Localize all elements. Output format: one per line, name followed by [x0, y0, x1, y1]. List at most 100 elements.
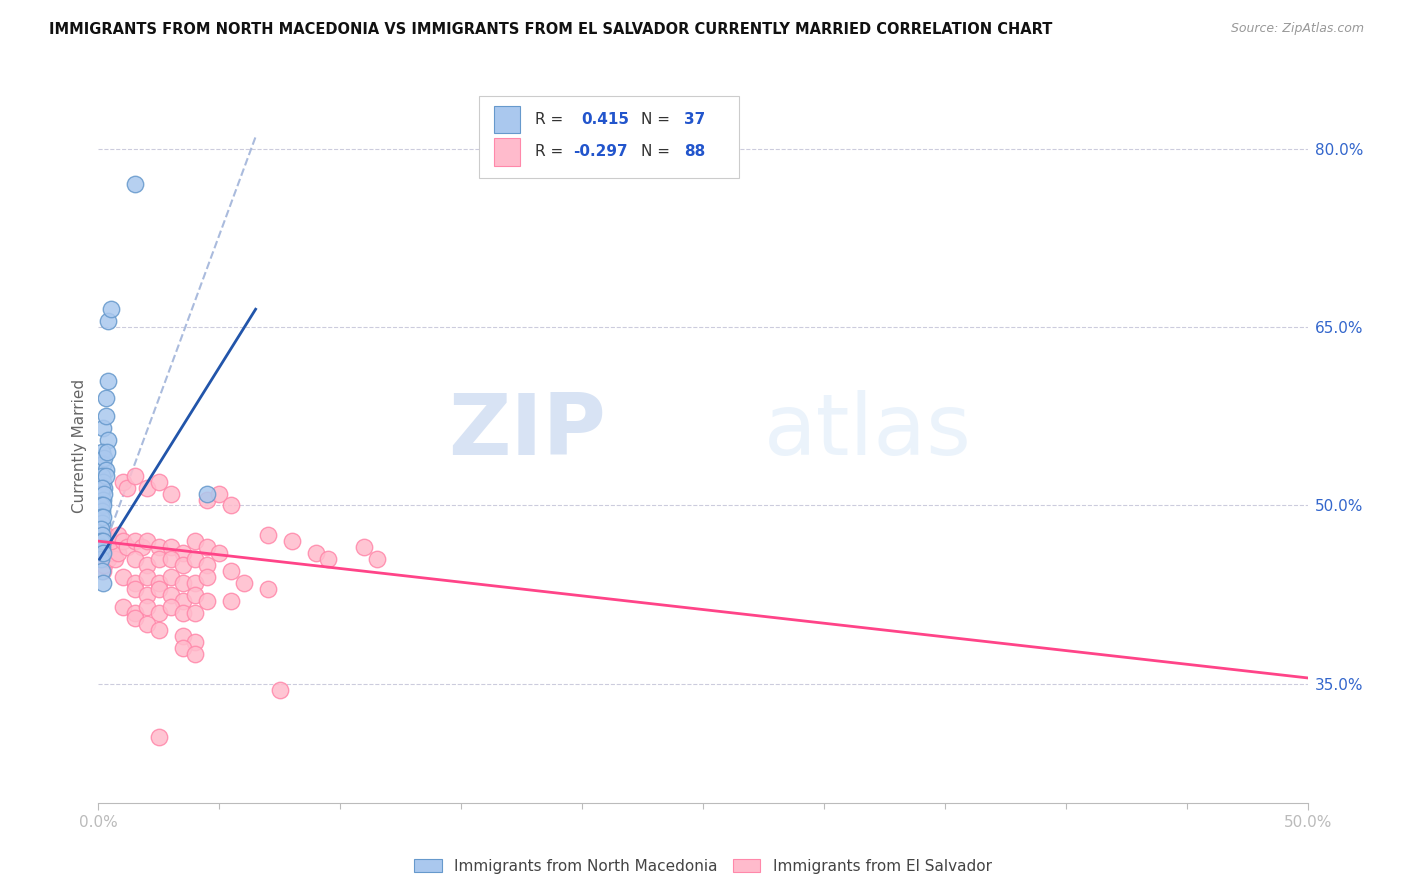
Point — [94, 409, 117, 424]
Point — [91, 468, 114, 483]
Point — [91, 564, 114, 578]
Point — [316, 552, 339, 566]
Point — [91, 510, 114, 524]
Point — [91, 492, 114, 507]
Point — [97, 433, 120, 447]
Point — [256, 528, 278, 542]
Point — [148, 475, 170, 489]
Point — [111, 570, 134, 584]
Text: 88: 88 — [683, 145, 704, 160]
Point — [90, 534, 112, 549]
Point — [93, 558, 115, 572]
Point — [93, 540, 115, 554]
Point — [148, 575, 170, 590]
Point — [160, 540, 183, 554]
Point — [90, 522, 112, 536]
Point — [94, 528, 117, 542]
Point — [107, 528, 129, 542]
Point — [94, 392, 117, 406]
Point — [91, 499, 114, 513]
Point — [135, 570, 157, 584]
Point — [208, 546, 231, 560]
Point — [111, 599, 134, 614]
Bar — [494, 138, 520, 166]
Point — [172, 641, 194, 656]
Point — [124, 606, 146, 620]
Point — [91, 575, 114, 590]
Point — [91, 552, 114, 566]
Point — [232, 575, 254, 590]
Point — [93, 481, 115, 495]
Point — [96, 546, 118, 560]
Point — [256, 582, 278, 596]
Point — [91, 528, 114, 542]
Point — [172, 629, 194, 643]
Point — [124, 534, 146, 549]
Point — [97, 552, 120, 566]
Point — [124, 468, 146, 483]
Point — [221, 499, 243, 513]
Point — [353, 540, 375, 554]
Text: atlas: atlas — [763, 390, 972, 474]
Point — [100, 302, 122, 317]
Text: ZIP: ZIP — [449, 390, 606, 474]
Point — [366, 552, 388, 566]
Point — [195, 486, 218, 500]
Point — [124, 575, 146, 590]
Point — [281, 534, 304, 549]
Point — [148, 606, 170, 620]
Point — [91, 475, 114, 489]
Point — [172, 593, 194, 607]
Point — [172, 575, 194, 590]
Point — [195, 570, 218, 584]
Point — [148, 731, 170, 745]
Point — [221, 593, 243, 607]
Point — [148, 552, 170, 566]
Point — [91, 528, 114, 542]
FancyBboxPatch shape — [479, 96, 740, 178]
Point — [160, 552, 183, 566]
Point — [97, 314, 120, 328]
Text: IMMIGRANTS FROM NORTH MACEDONIA VS IMMIGRANTS FROM EL SALVADOR CURRENTLY MARRIED: IMMIGRANTS FROM NORTH MACEDONIA VS IMMIG… — [49, 22, 1053, 37]
Text: Source: ZipAtlas.com: Source: ZipAtlas.com — [1230, 22, 1364, 36]
Point — [305, 546, 328, 560]
Point — [195, 558, 218, 572]
Point — [184, 575, 207, 590]
Point — [100, 540, 122, 554]
Point — [91, 546, 114, 560]
Point — [100, 534, 122, 549]
Point — [90, 510, 112, 524]
Point — [111, 534, 134, 549]
Point — [90, 499, 112, 513]
Point — [135, 599, 157, 614]
Point — [124, 582, 146, 596]
Point — [91, 421, 114, 435]
Point — [124, 178, 146, 192]
Point — [91, 445, 114, 459]
Point — [160, 570, 183, 584]
Text: 37: 37 — [683, 112, 704, 128]
Point — [208, 486, 231, 500]
Text: N =: N = — [641, 145, 675, 160]
Point — [135, 481, 157, 495]
Y-axis label: Currently Married: Currently Married — [72, 379, 87, 513]
Point — [184, 534, 207, 549]
Point — [94, 468, 117, 483]
Legend: Immigrants from North Macedonia, Immigrants from El Salvador: Immigrants from North Macedonia, Immigra… — [408, 853, 998, 880]
Point — [135, 588, 157, 602]
Point — [94, 463, 117, 477]
Text: 0.415: 0.415 — [581, 112, 628, 128]
Point — [107, 546, 129, 560]
Point — [91, 564, 114, 578]
Point — [160, 486, 183, 500]
Point — [135, 617, 157, 632]
Text: R =: R = — [534, 145, 568, 160]
Point — [135, 558, 157, 572]
Point — [91, 540, 114, 554]
Point — [135, 534, 157, 549]
Point — [160, 599, 183, 614]
Point — [269, 682, 291, 697]
Point — [93, 486, 115, 500]
Point — [91, 516, 114, 531]
Point — [90, 486, 112, 500]
